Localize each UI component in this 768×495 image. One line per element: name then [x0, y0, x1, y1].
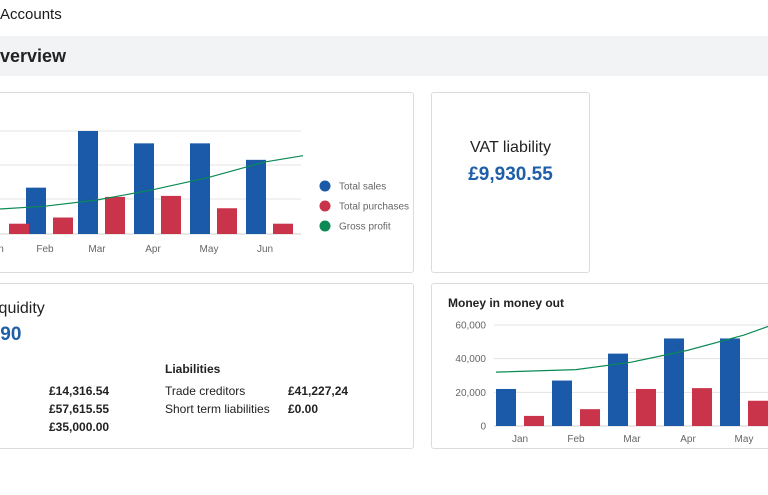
money-in-bar: [496, 388, 516, 426]
sales-bar: [78, 131, 98, 234]
money-in-bar: [552, 380, 572, 426]
sales-bar: [246, 159, 266, 234]
purchases-bar: [53, 217, 73, 234]
money-out-bar: [580, 409, 600, 426]
asset-value-2: £57,615.55: [49, 402, 110, 416]
sales-x-tick: n: [0, 244, 4, 255]
section-title: verview: [0, 46, 67, 66]
legend-marker-icon: [319, 220, 331, 232]
sales-chart: n Feb Mar Apr May Jun Total sales Total purchas…: [0, 130, 409, 255]
app-title: Accounts: [0, 6, 62, 23]
vat-liability-value: £9,930.55: [468, 164, 553, 185]
legend-label: Total purchases: [339, 202, 409, 213]
sales-x-tick: Mar: [88, 244, 106, 255]
money-out-bar: [636, 388, 656, 426]
legend-marker-icon: [319, 200, 331, 212]
money-chart-title: Money in money out: [448, 296, 565, 310]
liquidity-value: .90: [0, 324, 22, 345]
money-net-line: [495, 325, 768, 373]
legend-marker-icon: [319, 180, 331, 192]
money-x-tick: Jan: [512, 434, 528, 445]
money-in-bar: [664, 338, 684, 426]
money-in-bar: [720, 338, 740, 426]
sales-bar: [134, 143, 154, 234]
liability-value-trade-creditors: £41,227,24: [288, 384, 349, 398]
liability-label-trade-creditors: Trade creditors: [165, 384, 246, 398]
money-x-tick: Feb: [567, 434, 585, 445]
purchases-bar: [9, 223, 29, 234]
money-out-bar: [748, 400, 768, 426]
vat-liability-card[interactable]: VAT liability £9,930.55: [431, 92, 590, 273]
top-bar: Accounts: [0, 0, 768, 30]
money-in-money-out-card: Money in money out 0 20,000 40,000 60,000 Ja…: [431, 283, 768, 449]
liability-value-short-term: £0.00: [288, 402, 319, 416]
sales-x-tick: Jun: [257, 244, 273, 255]
section-header: verview: [0, 36, 768, 76]
vat-liability-title: VAT liability: [470, 139, 551, 156]
sales-bar: [26, 187, 46, 234]
money-y-tick: 60,000: [455, 321, 486, 332]
asset-value-1: £14,316.54: [49, 384, 110, 398]
purchases-bar: [161, 195, 181, 234]
money-y-tick: 40,000: [455, 354, 486, 365]
liquidity-card: iquidity .90 £14,316.54 £57,615.55 £35,0…: [0, 283, 414, 449]
purchases-bar: [273, 223, 293, 234]
sales-chart-card: n Feb Mar Apr May Jun Total sales Total purchas…: [0, 92, 414, 273]
money-out-bar: [524, 415, 544, 426]
money-in-bar: [608, 353, 628, 426]
money-x-tick: Apr: [680, 434, 696, 445]
money-y-tick: 20,000: [455, 388, 486, 399]
legend-label: Gross profit: [339, 222, 391, 233]
sales-x-tick: May: [200, 244, 219, 255]
liability-label-short-term: Short term liabilities: [165, 402, 270, 416]
legend-label: Total sales: [339, 182, 386, 193]
liabilities-header: Liabilities: [165, 362, 221, 376]
liquidity-title: iquidity: [0, 300, 45, 317]
asset-value-3: £35,000.00: [49, 420, 110, 434]
money-chart: 0 20,000 40,000 60,000 Jan Feb Mar Apr May: [455, 321, 768, 445]
money-x-tick: May: [735, 434, 754, 445]
money-y-tick: 0: [480, 422, 486, 433]
purchases-bar: [217, 208, 237, 234]
gross-profit-line: [0, 155, 304, 210]
sales-bar: [190, 143, 210, 234]
money-x-tick: Mar: [623, 434, 641, 445]
sales-x-tick: Apr: [145, 244, 161, 255]
sales-x-tick: Feb: [36, 244, 54, 255]
purchases-bar: [105, 196, 125, 234]
money-out-bar: [692, 388, 712, 426]
